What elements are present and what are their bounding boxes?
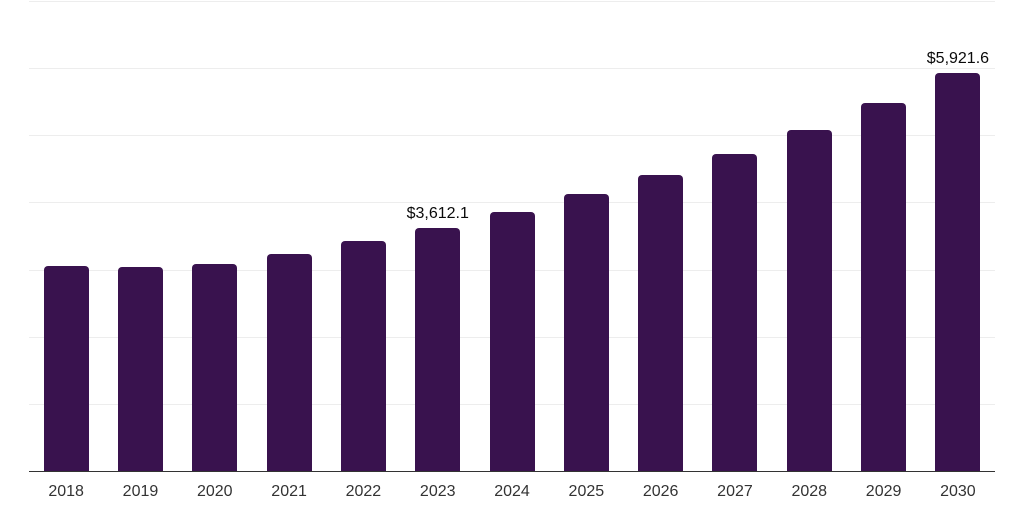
bar-2028	[786, 129, 832, 471]
bar-slot-2025	[549, 1, 623, 471]
bar-slot-2027	[698, 1, 772, 471]
bar-slot-2023: $3,612.1	[401, 1, 475, 471]
x-tick-label-2023: 2023	[419, 483, 456, 500]
x-tick-label-2030: 2030	[940, 483, 976, 500]
bar-2026	[638, 175, 684, 471]
data-label-2030: $5,921.6	[926, 50, 990, 68]
bar-slot-2019	[103, 1, 177, 471]
bar-2023	[415, 228, 461, 471]
x-tick-label-2022: 2022	[345, 483, 382, 500]
bar-slot-2030: $5,921.6	[921, 1, 995, 471]
x-tick-label-2019: 2019	[122, 483, 159, 500]
gridline-5000	[29, 135, 995, 137]
gridline-4000	[29, 202, 995, 204]
x-tick-label-2021: 2021	[271, 483, 307, 500]
bar-slot-2022	[326, 1, 400, 471]
x-tick-label-2025: 2025	[568, 483, 605, 500]
bar-2021	[266, 254, 312, 471]
bar-2030	[935, 73, 981, 471]
x-tick-label-2018: 2018	[48, 483, 84, 500]
x-tick-label-2026: 2026	[642, 483, 679, 500]
x-tick-label-2029: 2029	[865, 483, 902, 500]
data-label-2023: $3,612.1	[406, 205, 469, 223]
bars-container: $3,612.1 $5,921.6	[29, 1, 995, 471]
bar-2027	[712, 154, 758, 471]
x-tick-label-2020: 2020	[196, 483, 233, 500]
bar-2018	[43, 266, 89, 471]
bar-slot-2026	[624, 1, 698, 471]
bar-2029	[861, 102, 907, 471]
bar-slot-2021	[252, 1, 326, 471]
bar-slot-2024	[475, 1, 549, 471]
x-tick-label-2024: 2024	[494, 483, 530, 500]
bar-2022	[340, 241, 386, 471]
bar-2020	[192, 263, 238, 471]
bar-slot-2029	[846, 1, 920, 471]
bar-slot-2020	[178, 1, 252, 471]
gridline-7000	[29, 1, 995, 2]
bar-2019	[117, 266, 163, 471]
bar-2025	[563, 194, 609, 471]
x-tick-label-2028: 2028	[791, 483, 828, 500]
x-axis: 2018 2019 2020 2021 2022 2023 2024 2025 2026 2027…	[29, 483, 995, 501]
bar-2024	[489, 212, 535, 471]
gridline-6000	[29, 68, 995, 70]
bar-slot-2028	[772, 1, 846, 471]
plot-area: $3,612.1 $5,921.6	[29, 1, 995, 472]
x-tick-label-2027: 2027	[717, 483, 753, 500]
bar-slot-2018	[29, 1, 103, 471]
